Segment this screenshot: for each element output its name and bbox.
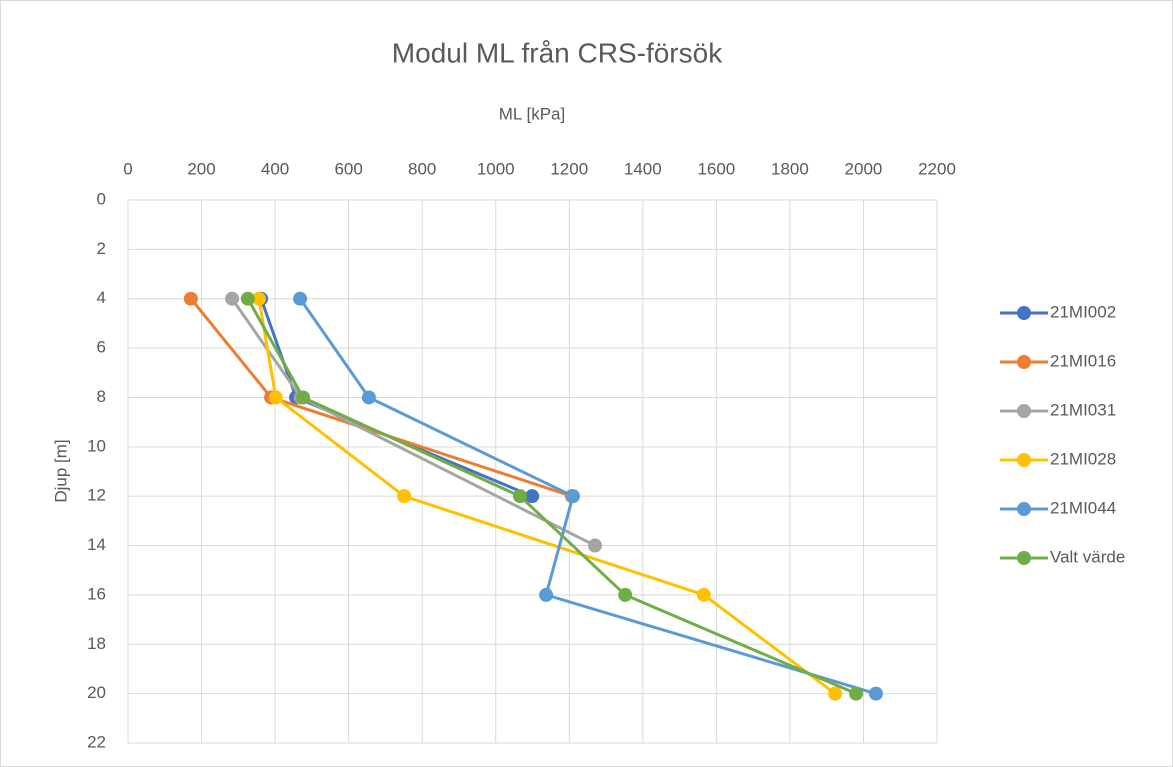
y-tick-label: 2	[97, 239, 106, 258]
legend-marker	[1017, 355, 1031, 369]
data-point	[696, 587, 711, 602]
x-tick-label: 2000	[845, 159, 883, 178]
y-tick-label: 8	[97, 387, 106, 406]
legend-marker	[1017, 306, 1031, 320]
legend-label: 21MI002	[1050, 302, 1116, 321]
x-tick-label: 600	[334, 159, 362, 178]
data-point	[539, 587, 554, 602]
y-tick-label: 12	[87, 486, 106, 505]
x-tick-label: 1200	[550, 159, 588, 178]
x-axis-label: ML [kPa]	[499, 104, 565, 123]
legend-marker	[1017, 404, 1031, 418]
x-tick-label: 1600	[697, 159, 735, 178]
data-point	[849, 686, 864, 701]
x-tick-label: 400	[261, 159, 289, 178]
x-tick-label: 2200	[918, 159, 956, 178]
data-point	[512, 489, 527, 504]
y-tick-label: 18	[87, 634, 106, 653]
legend-label: 21MI016	[1050, 351, 1116, 370]
legend-label: 21MI028	[1050, 449, 1116, 468]
data-point	[183, 291, 198, 306]
y-tick-label: 16	[87, 584, 106, 603]
data-point	[525, 489, 540, 504]
legend-marker	[1017, 453, 1031, 467]
y-tick-label: 20	[87, 683, 106, 702]
legend-marker	[1017, 551, 1031, 565]
legend-marker	[1017, 502, 1031, 516]
x-tick-label: 800	[408, 159, 436, 178]
data-point	[397, 489, 412, 504]
data-point	[618, 587, 633, 602]
data-point	[251, 291, 266, 306]
data-point	[828, 686, 843, 701]
x-tick-label: 1800	[771, 159, 809, 178]
data-point	[293, 291, 308, 306]
y-tick-label: 4	[97, 288, 106, 307]
data-point	[225, 291, 240, 306]
data-point	[296, 390, 311, 405]
data-point	[588, 538, 603, 553]
data-point	[361, 390, 376, 405]
x-tick-label: 1400	[624, 159, 662, 178]
y-axis-label: Djup [m]	[51, 439, 70, 502]
data-point	[868, 686, 883, 701]
data-point	[565, 489, 580, 504]
y-tick-label: 0	[97, 189, 106, 208]
legend-label: 21MI044	[1050, 498, 1116, 517]
x-tick-label: 1000	[477, 159, 515, 178]
legend-label: Valt värde	[1050, 547, 1125, 566]
y-tick-label: 10	[87, 436, 106, 455]
y-tick-label: 22	[87, 732, 106, 751]
legend-label: 21MI031	[1050, 400, 1116, 419]
y-tick-label: 6	[97, 338, 106, 357]
data-point	[240, 291, 255, 306]
x-tick-label: 0	[123, 159, 132, 178]
data-point	[268, 390, 283, 405]
chart-title: Modul ML från CRS-försök	[392, 37, 723, 68]
y-tick-label: 14	[87, 535, 106, 554]
x-tick-label: 200	[187, 159, 215, 178]
